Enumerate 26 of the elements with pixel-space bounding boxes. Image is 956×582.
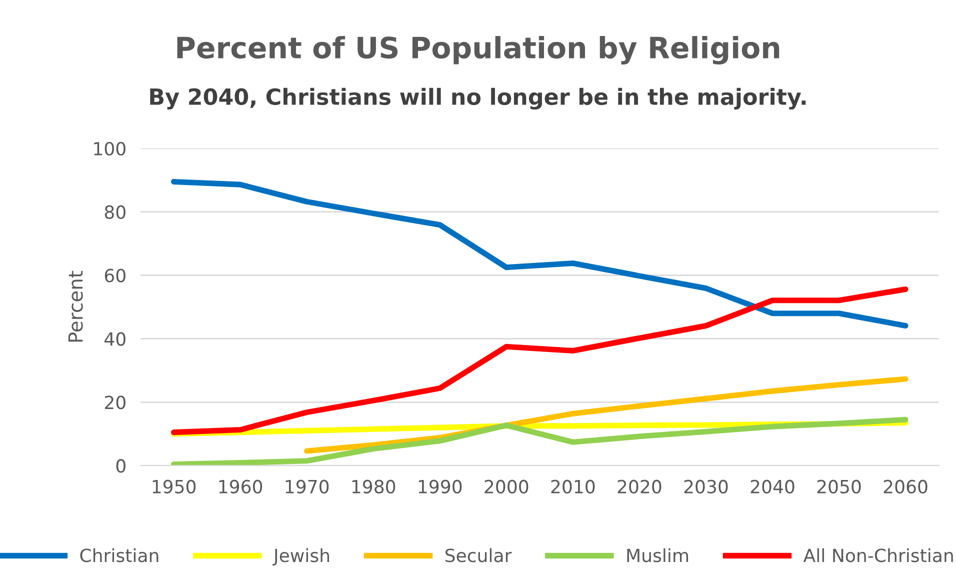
x-tick-label: 1980: [352, 480, 396, 494]
y-tick-label: 60: [104, 268, 126, 282]
legend-label: All Non-Christian: [803, 548, 953, 562]
y-tick-label: 40: [104, 332, 126, 346]
y-tick-label: 80: [104, 205, 126, 219]
legend-label: Jewish: [272, 548, 330, 566]
x-tick-label: 1960: [219, 480, 262, 494]
x-tick-label: 2040: [750, 480, 794, 494]
legend-label: Muslim: [627, 548, 688, 562]
x-tick-label: 2000: [484, 480, 528, 494]
x-tick-label: 2010: [551, 480, 595, 494]
y-tick-label: 100: [94, 142, 126, 156]
x-tick-label: 2050: [817, 480, 861, 494]
y-tick-label: 0: [116, 459, 126, 473]
x-tick-label: 1990: [418, 480, 462, 494]
x-tick-label: 1970: [286, 480, 329, 494]
x-tick-label: 2030: [684, 480, 728, 494]
chart-subtitle: By 2040, Christians will no longer be in the majority.: [150, 88, 806, 110]
x-tick-label: 2060: [884, 480, 928, 494]
x-tick-label: 1950: [152, 480, 196, 494]
legend-label: Secular: [445, 548, 512, 562]
x-tick-label: 2020: [618, 480, 662, 494]
y-tick-label: 20: [104, 396, 126, 410]
legend-label: Christian: [80, 548, 158, 562]
y-axis-title: Percent: [68, 270, 83, 342]
chart-title: Percent of US Population by Religion: [177, 36, 780, 64]
